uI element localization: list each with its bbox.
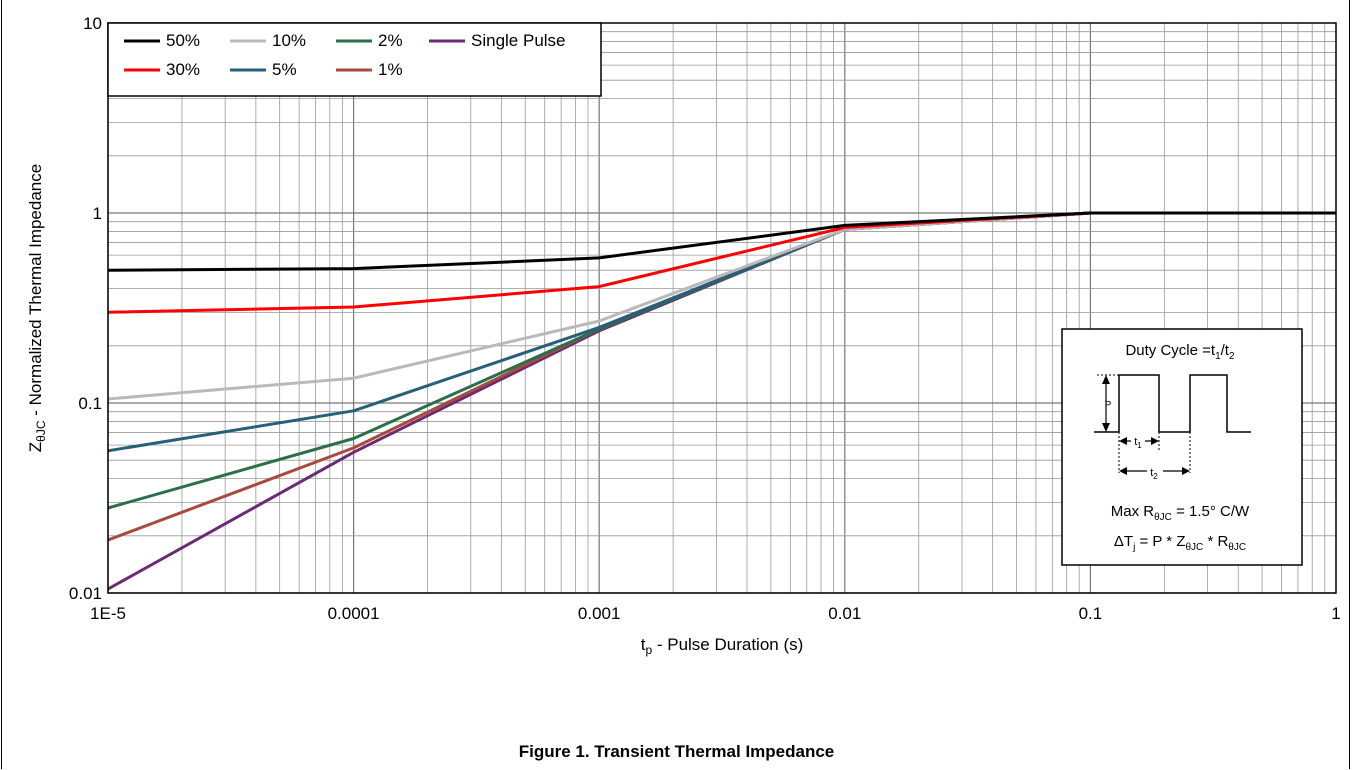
x-tick-labels: 1E-5 0.0001 0.001 0.01 0.1 1 bbox=[90, 604, 1341, 623]
y-tick-label: 1 bbox=[93, 204, 102, 223]
y-tick-labels: 0.01 0.1 1 10 bbox=[69, 14, 102, 603]
legend-label: 10% bbox=[272, 31, 306, 50]
legend-label: 50% bbox=[166, 31, 200, 50]
max-rth-text: Max RθJC = 1.5° C/W bbox=[1111, 503, 1250, 523]
t1-arrow-right-head bbox=[1151, 437, 1159, 445]
chart: 1E-5 0.0001 0.001 0.01 0.1 1 0.01 0.1 1 10 tp - … bbox=[26, 14, 1341, 657]
t2-arrow-right-head bbox=[1182, 467, 1190, 475]
legend-label: 30% bbox=[166, 60, 200, 79]
t1-arrow-left-head bbox=[1119, 437, 1127, 445]
x-tick-label: 0.01 bbox=[828, 604, 861, 623]
legend-label: 5% bbox=[272, 60, 297, 79]
y-axis-label: ZθJC - Normalized Thermal Impedance bbox=[26, 164, 48, 452]
pulse-waveform bbox=[1094, 374, 1251, 433]
p-arrow-down-head bbox=[1102, 423, 1110, 432]
inset-title: Duty Cycle =t1/t2 bbox=[1125, 342, 1235, 362]
x-axis-label: tp - Pulse Duration (s) bbox=[641, 635, 804, 657]
p-label: P bbox=[1105, 400, 1112, 411]
figure-caption: Figure 1. Transient Thermal Impedance bbox=[518, 742, 835, 761]
y-tick-label: 0.1 bbox=[78, 394, 102, 413]
legend: 50% 10% 2% Single Pulse 30% 5% 1% bbox=[107, 22, 602, 97]
duty-cycle-inset: Duty Cycle =t1/t2 P t1 t2 Max RθJC = 1.5… bbox=[1061, 328, 1303, 566]
inset-box bbox=[1061, 328, 1303, 566]
t2-arrow-left-head bbox=[1119, 467, 1127, 475]
series-line-50- bbox=[107, 211, 1336, 272]
series-lines bbox=[107, 211, 1336, 591]
legend-label: 1% bbox=[378, 60, 403, 79]
series-line-30- bbox=[107, 211, 1336, 314]
legend-label: Single Pulse bbox=[471, 31, 566, 50]
plot-border bbox=[107, 22, 1337, 594]
t2-label: t2 bbox=[1150, 467, 1158, 481]
x-tick-label: 0.001 bbox=[578, 604, 621, 623]
x-tick-label: 1E-5 bbox=[90, 604, 126, 623]
p-arrow-up-head bbox=[1102, 375, 1110, 384]
x-tick-label: 0.1 bbox=[1079, 604, 1103, 623]
x-tick-label: 1 bbox=[1331, 604, 1340, 623]
y-tick-label: 0.01 bbox=[69, 584, 102, 603]
t1-label: t1 bbox=[1134, 436, 1142, 450]
legend-box bbox=[107, 22, 602, 97]
delta-tj-text: ΔTj = P * ZθJC * RθJC bbox=[1114, 533, 1246, 553]
x-tick-label: 0.0001 bbox=[328, 604, 380, 623]
legend-label: 2% bbox=[378, 31, 403, 50]
y-tick-label: 10 bbox=[83, 14, 102, 33]
